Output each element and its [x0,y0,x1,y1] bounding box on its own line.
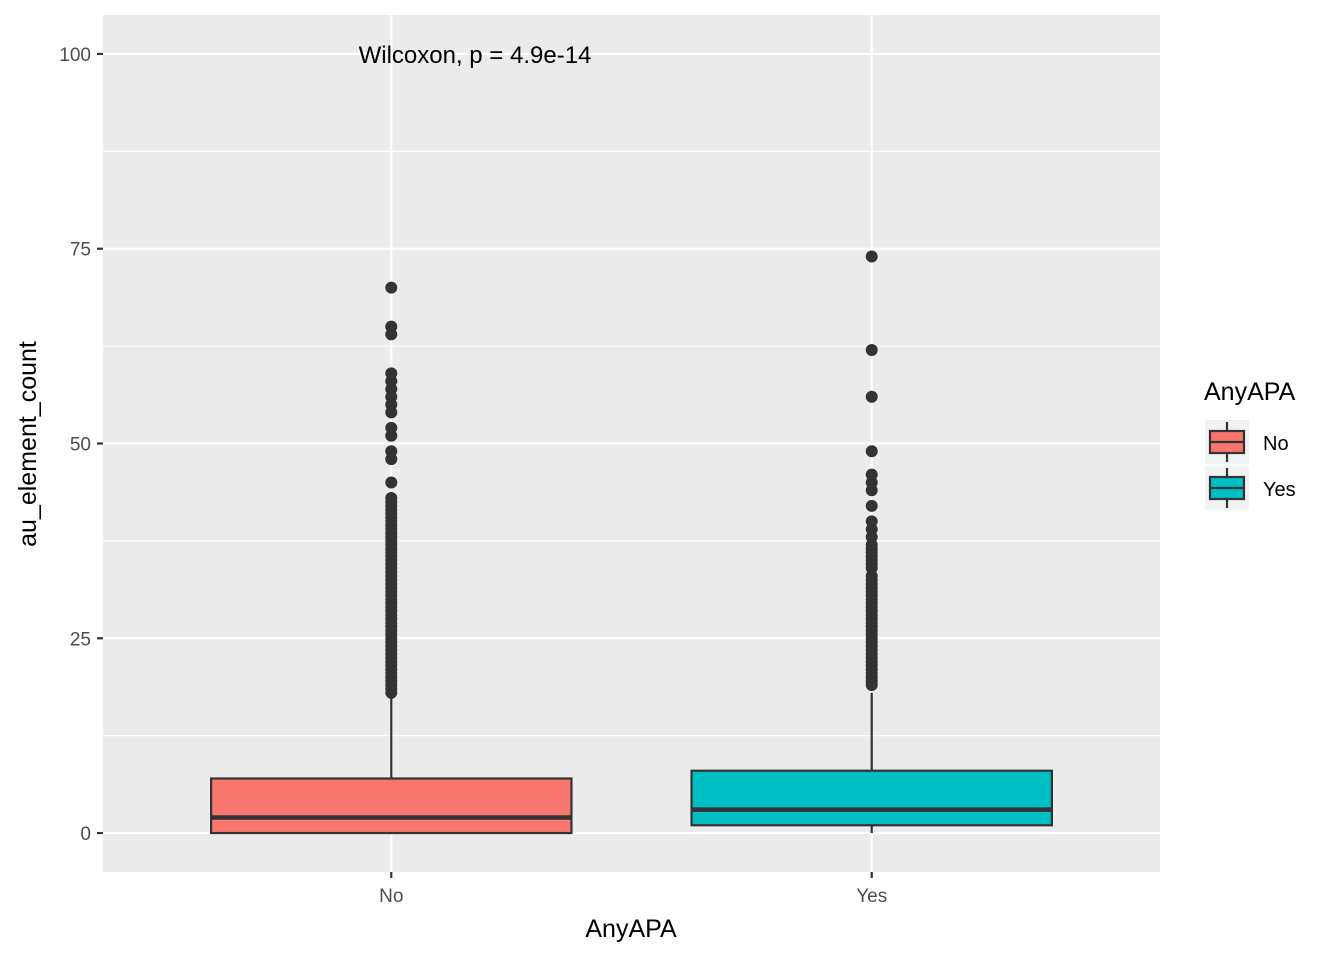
outlier-point [385,281,398,294]
boxes [210,250,1053,835]
grid-minor [103,150,1160,737]
outlier-point [865,515,878,528]
y-tick-label: 75 [70,240,91,261]
outlier-point [865,344,878,357]
legend-label-no: No [1263,433,1289,455]
outlier-point [385,421,398,434]
legend-item-yes: Yes [1205,466,1296,510]
box-iqr [210,777,573,835]
outlier-point [865,250,878,263]
outlier-point [385,320,398,333]
y-tick-label: 0 [80,824,91,845]
outlier-point [385,367,398,380]
x-axis-title: AnyAPA [585,915,677,943]
box-no [210,281,573,835]
outlier-point [865,468,878,481]
y-axis: 0 25 50 75 100 [59,45,103,845]
box-yes [690,250,1053,834]
outlier-point [385,445,398,458]
outlier-point [385,476,398,489]
y-axis-title: au_element_count [14,341,42,547]
legend-label-yes: Yes [1263,479,1296,501]
wilcoxon-annotation: Wilcoxon, p = 4.9e-14 [359,42,592,69]
outlier-point [865,445,878,458]
outlier-point [865,390,878,403]
x-tick-label: Yes [856,886,887,907]
legend: AnyAPA No Yes [1204,378,1296,510]
legend-title: AnyAPA [1204,378,1296,406]
legend-item-no: No [1205,420,1289,464]
y-tick-label: 50 [70,435,91,456]
x-axis: No Yes [379,872,887,907]
outlier-point [865,499,878,512]
y-tick-label: 25 [70,629,91,650]
outlier-point [385,492,398,505]
box-iqr [690,769,1053,827]
x-tick-label: No [379,886,403,907]
y-tick-label: 100 [59,45,91,66]
